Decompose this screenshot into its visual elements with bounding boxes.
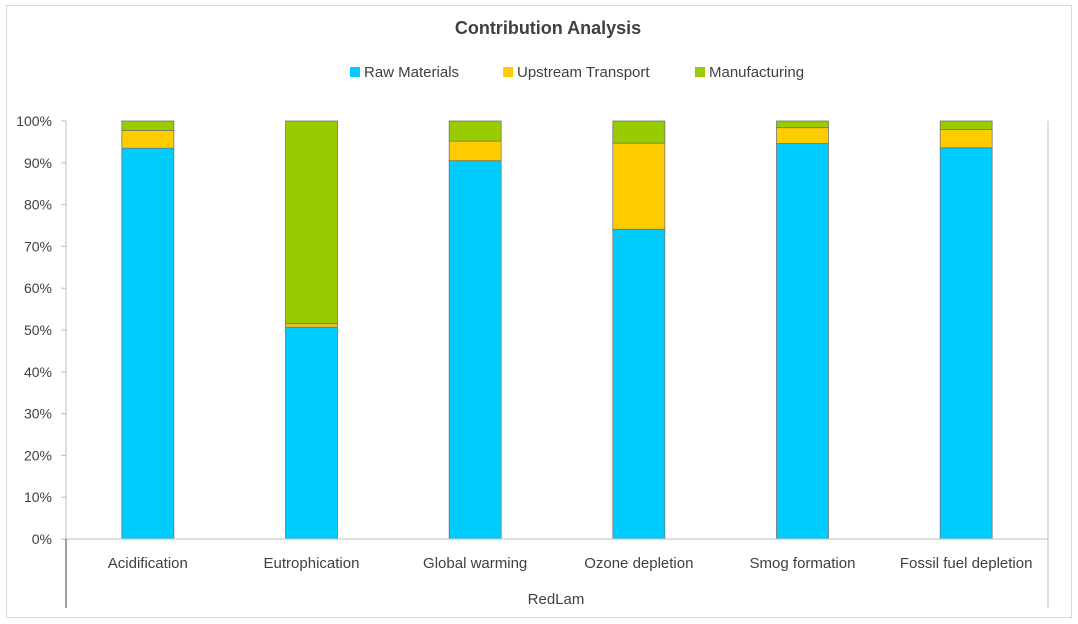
bar-segment	[776, 127, 829, 144]
bar-segment	[612, 142, 666, 230]
bar-segment	[121, 130, 175, 149]
bar-segment	[776, 120, 829, 129]
legend-item: Raw Materials	[350, 64, 459, 81]
bar-stack	[612, 120, 666, 540]
y-tick-label: 50%	[24, 322, 52, 338]
legend-swatch	[695, 67, 705, 77]
bar-stack	[776, 120, 829, 540]
x-tick-label: Smog formation	[750, 555, 856, 572]
y-tick-label: 60%	[24, 280, 52, 296]
bar-segment	[285, 120, 338, 325]
bar-stack	[121, 120, 175, 540]
legend-label: Manufacturing	[709, 64, 804, 81]
bar-segment	[776, 143, 829, 540]
bar-segment	[285, 326, 338, 540]
x-tick-label: Ozone depletion	[584, 555, 693, 572]
bar-segment	[448, 160, 502, 540]
y-tick-label: 90%	[24, 155, 52, 171]
bar-segment	[121, 120, 175, 131]
bar-segment	[939, 128, 993, 149]
bar-stack	[939, 120, 993, 540]
bar-segment	[448, 140, 502, 162]
y-axis: 0% 10% 20% 30% 40% 50% 60% 70% 80% 90% 100%	[16, 113, 1049, 608]
bar-stack	[448, 120, 502, 540]
y-tick-label: 70%	[24, 238, 52, 254]
y-tick-label: 30%	[24, 406, 52, 422]
x-tick-label: Eutrophication	[264, 555, 360, 572]
bar-stack	[285, 120, 338, 540]
bar-segment	[121, 147, 175, 540]
legend-item: Upstream Transport	[503, 64, 650, 81]
legend: Raw Materials Upstream Transport Manufactu…	[350, 64, 804, 81]
bar-segment	[612, 228, 666, 540]
x-axis: Acidification Eutrophication Global warmin…	[65, 538, 1048, 608]
legend-label: Raw Materials	[364, 64, 459, 81]
legend-item: Manufacturing	[695, 64, 804, 81]
plot-area	[121, 120, 993, 540]
x-tick-label: Global warming	[423, 555, 527, 572]
y-tick-label: 0%	[32, 531, 52, 547]
group-label: RedLam	[528, 591, 585, 608]
y-tick-label: 40%	[24, 364, 52, 380]
legend-swatch	[503, 67, 513, 77]
x-tick-label: Fossil fuel depletion	[900, 555, 1033, 572]
y-tick-label: 10%	[24, 489, 52, 505]
y-tick-label: 80%	[24, 197, 52, 213]
chart-frame	[6, 5, 1072, 618]
bar-segment	[939, 147, 993, 540]
legend-label: Upstream Transport	[517, 64, 650, 81]
bar-segment	[939, 120, 993, 130]
bar-segment	[612, 120, 666, 144]
bar-segment	[448, 120, 502, 142]
chart-title: Contribution Analysis	[455, 18, 641, 38]
bar-segment	[285, 323, 338, 328]
x-tick-label: Acidification	[108, 555, 188, 572]
y-tick-label: 100%	[16, 113, 52, 129]
y-tick-label: 20%	[24, 447, 52, 463]
legend-swatch	[350, 67, 360, 77]
